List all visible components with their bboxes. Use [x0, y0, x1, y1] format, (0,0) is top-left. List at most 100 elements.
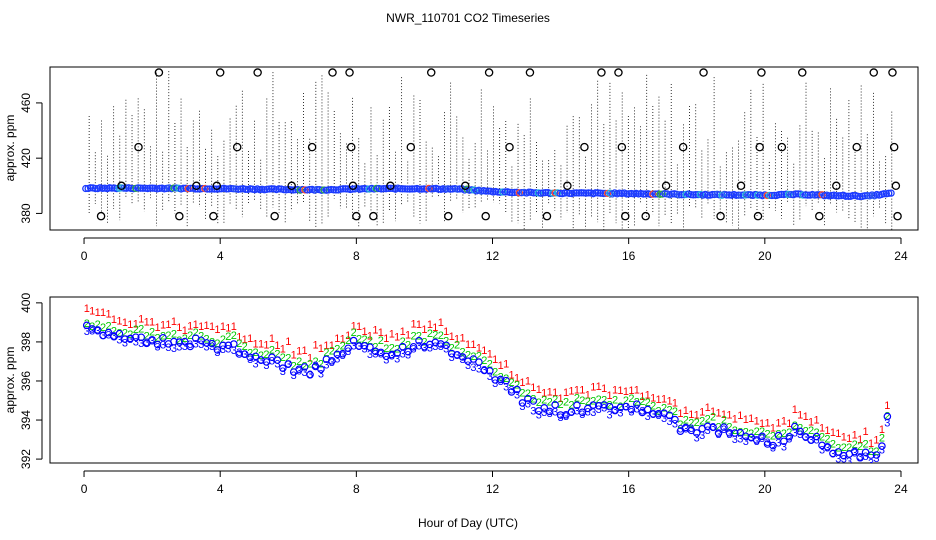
series-o-point: [480, 366, 489, 375]
series-2-point: 2: [280, 352, 286, 364]
series-1-point: 1: [329, 340, 335, 352]
series-3-point: 3: [400, 348, 406, 360]
series-o-point: [159, 333, 167, 342]
series-2-point: 2: [487, 359, 493, 371]
raw-data-point: [515, 189, 524, 197]
series-3-point: 3: [830, 448, 836, 460]
raw-data-point: [675, 191, 683, 199]
series-3-point: 3: [503, 382, 509, 394]
series-2-point: 2: [607, 400, 613, 412]
series-o-point: [676, 427, 685, 435]
series-3-point: 3: [884, 417, 890, 429]
series-o-point: [180, 337, 189, 346]
raw-data-point: [146, 184, 154, 192]
series-1-point: 1: [863, 426, 869, 438]
series-o-point: [540, 404, 549, 412]
series-2-point: 2: [721, 415, 727, 427]
raw-outlier-point: [461, 181, 470, 191]
smoothed-panel-frame: [49, 296, 919, 464]
raw-data-point: [668, 190, 676, 198]
raw-outlier-point: [757, 68, 766, 77]
series-1-point: 1: [699, 407, 705, 419]
series-2-point: 2: [144, 331, 150, 343]
raw-data-point: [403, 185, 412, 193]
series-3-point: 3: [868, 458, 874, 470]
series-1-point: 1: [236, 331, 242, 343]
raw-data-point: [484, 187, 493, 195]
series-1-point: 1: [634, 384, 640, 396]
series-2-point: 2: [530, 393, 536, 405]
series-2-point: 2: [688, 417, 694, 429]
series-3-point: 3: [661, 413, 667, 425]
smoothed-panel-y-axis-title: approx. ppm: [3, 347, 17, 414]
series-o-point: [867, 451, 875, 459]
series-2-point: 2: [781, 428, 787, 440]
raw-outlier-point: [386, 181, 395, 191]
raw-outlier-point: [753, 211, 763, 221]
series-3-point: 3: [764, 437, 770, 449]
raw-data-point: [677, 191, 686, 199]
series-3-point: 3: [514, 389, 520, 401]
series-1-point: 1: [100, 307, 106, 319]
series-2-point: 2: [470, 351, 476, 363]
raw-outlier-point: [307, 142, 317, 152]
series-2-point: 2: [231, 330, 237, 342]
series-o-point: [469, 355, 478, 363]
series-3-point: 3: [356, 341, 362, 353]
series-3-point: 3: [683, 423, 689, 435]
raw-data-point: [546, 189, 555, 198]
series-o-point: [856, 453, 864, 462]
series-2-point: 2: [764, 428, 770, 440]
series-3-point: 3: [465, 360, 471, 372]
series-o-point: [235, 350, 244, 358]
series-2-point: 2: [656, 406, 662, 418]
series-2-point: 2: [476, 350, 482, 362]
series-1-point: 1: [280, 344, 286, 356]
series-3-point: 3: [715, 429, 721, 441]
raw-data-point: [222, 185, 230, 193]
series-1-point: 1: [389, 329, 395, 341]
raw-outlier-point: [328, 68, 337, 77]
series-2-point: 2: [737, 427, 743, 439]
raw-data-point: [768, 191, 776, 200]
series-2-point: 2: [105, 321, 111, 333]
series-2-point: 2: [242, 341, 248, 353]
series-2-point: 2: [351, 327, 357, 339]
series-o-point: [436, 340, 445, 348]
raw-data-point: [306, 185, 314, 194]
raw-outlier-point: [889, 142, 899, 152]
series-3-point: 3: [160, 340, 166, 352]
series-3-point: 3: [182, 341, 188, 353]
series-o-point: [219, 341, 227, 350]
series-o-point: [774, 431, 783, 440]
raw-data-point: [229, 185, 238, 193]
series-o-point: [344, 344, 352, 353]
series-3-point: 3: [863, 451, 869, 463]
series-3-point: 3: [612, 404, 618, 416]
series-o-point: [823, 442, 832, 451]
series-3-point: 3: [204, 342, 210, 354]
series-1-point: 1: [89, 305, 95, 317]
x-tick-label: 20: [758, 249, 772, 263]
series-1-point: 1: [209, 321, 215, 333]
series-2-point: 2: [666, 405, 672, 417]
raw-data-point: [408, 185, 416, 193]
series-2-point: 2: [732, 425, 738, 437]
x-tick-label: 4: [217, 249, 224, 263]
series-1-point: 1: [318, 343, 324, 355]
series-3-point: 3: [688, 423, 694, 435]
raw-data-point: [363, 185, 371, 193]
series-3-point: 3: [552, 407, 558, 419]
series-3-point: 3: [639, 406, 645, 418]
raw-data-point: [708, 190, 717, 199]
series-2-point: 2: [116, 327, 122, 339]
series-o-point: [415, 336, 423, 345]
series-1-point: 1: [492, 354, 498, 366]
series-1-point: 1: [405, 329, 411, 341]
raw-data-point: [770, 191, 779, 199]
series-3-point: 3: [318, 368, 324, 380]
series-1-point: 1: [509, 369, 515, 381]
series-1-point: 1: [579, 385, 585, 397]
series-3-point: 3: [623, 402, 629, 414]
series-1-point: 1: [291, 349, 297, 361]
